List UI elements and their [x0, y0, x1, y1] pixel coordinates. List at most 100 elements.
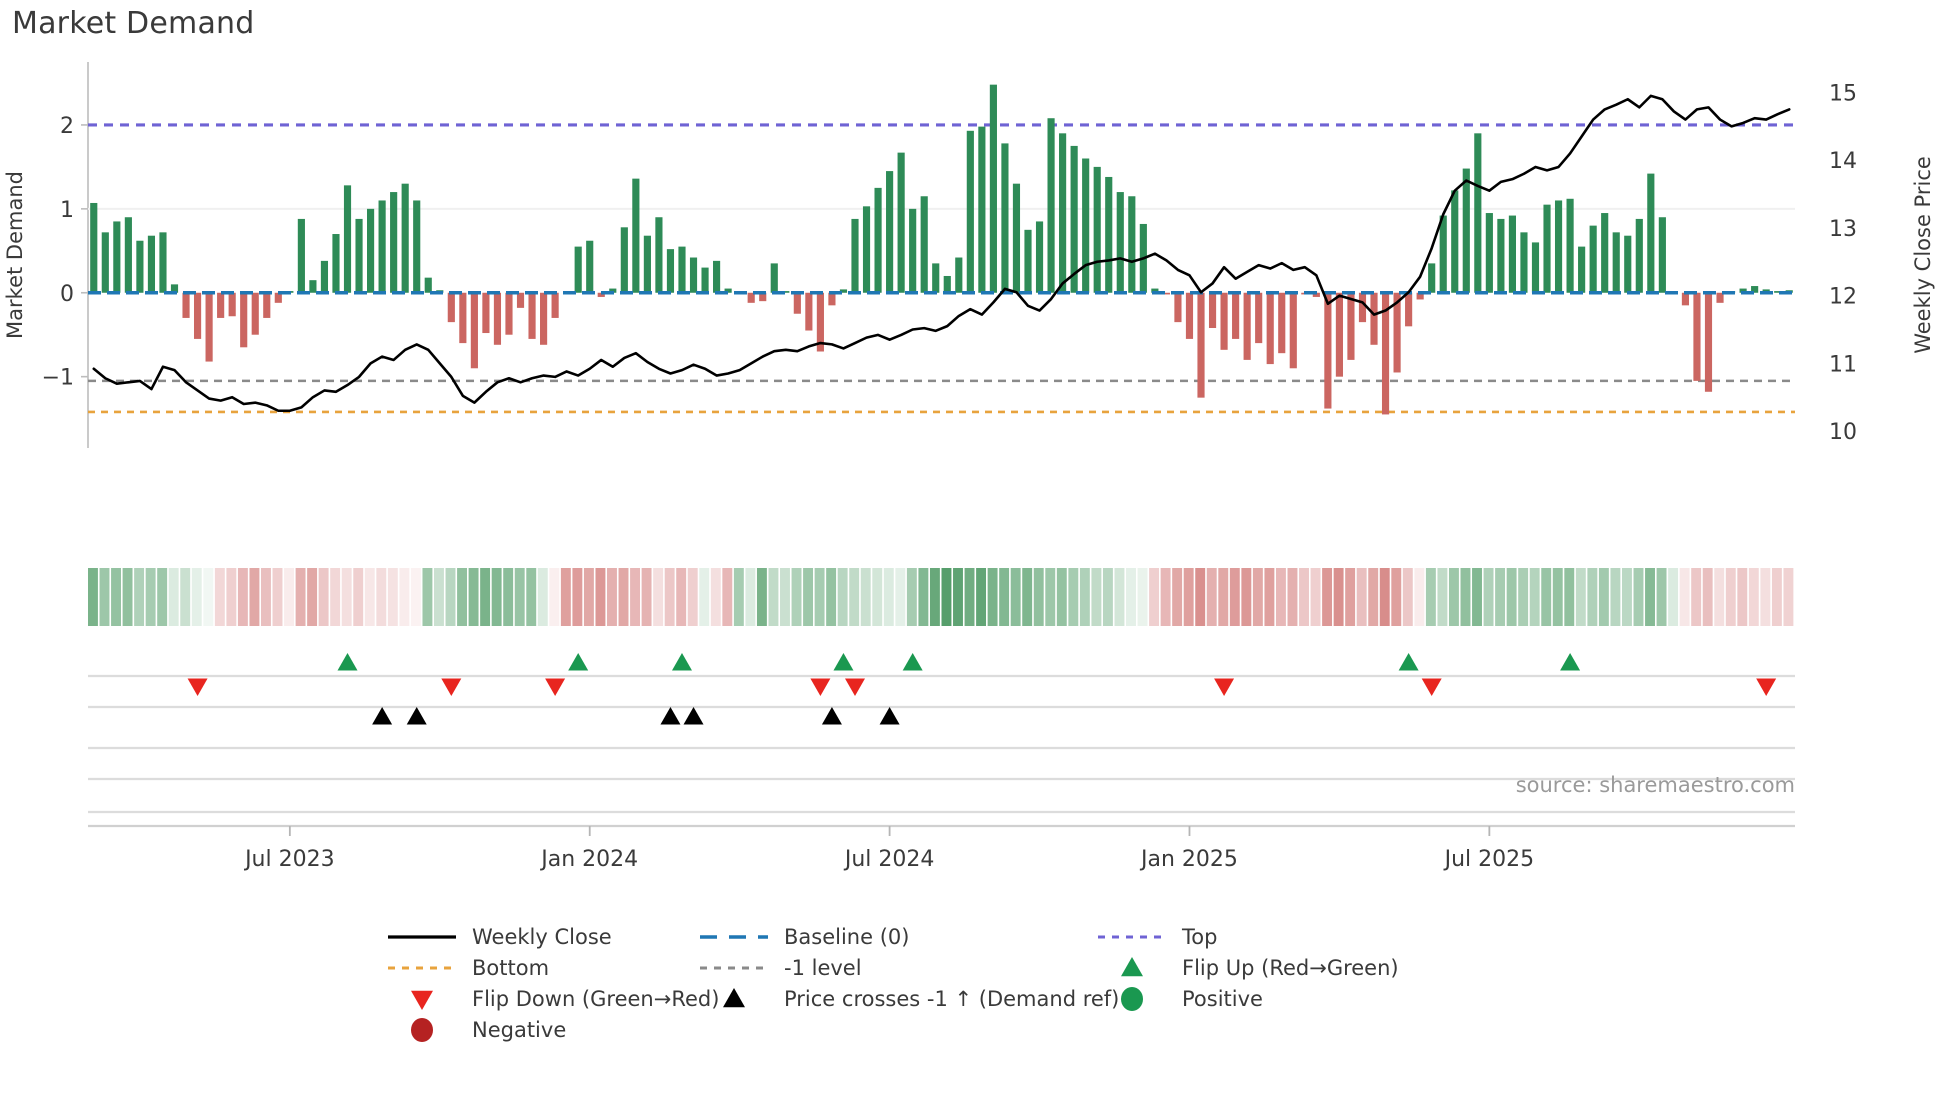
- heatmap-band-cell: [168, 568, 179, 626]
- demand-bar-positive: [1047, 118, 1055, 293]
- demand-bar-negative: [1716, 292, 1724, 303]
- demand-bar-positive: [1739, 288, 1747, 293]
- demand-bar-negative: [1312, 292, 1320, 297]
- demand-bar-positive: [1024, 229, 1032, 293]
- heatmap-band-cell: [1448, 568, 1459, 626]
- demand-bar-negative: [459, 292, 467, 344]
- heatmap-band-cell: [1402, 568, 1413, 626]
- demand-bar-positive: [413, 200, 421, 293]
- demand-bar-positive: [1635, 218, 1643, 293]
- demand-bar-negative: [1197, 292, 1205, 398]
- heatmap-band-cell: [722, 568, 733, 626]
- legend-label: Positive: [1182, 987, 1263, 1011]
- demand-bar-positive: [1578, 246, 1586, 293]
- demand-bar-negative: [597, 292, 605, 297]
- heatmap-band-cell: [791, 568, 802, 626]
- legend-marker-circle: [411, 1018, 433, 1042]
- demand-bar-negative: [1289, 292, 1297, 369]
- legend-marker-triangle-up: [723, 988, 745, 1008]
- demand-bar-negative: [1704, 292, 1713, 392]
- demand-bar-negative: [193, 292, 202, 339]
- heatmap-band-cell: [653, 568, 664, 626]
- heatmap-band-cell: [330, 568, 341, 626]
- heatmap-band-cell: [1748, 568, 1759, 626]
- demand-bar-negative: [1381, 292, 1390, 415]
- demand-bar-negative: [540, 292, 548, 345]
- heatmap-band-cell: [1702, 568, 1713, 626]
- heatmap-band-cell: [1656, 568, 1667, 626]
- demand-bar-negative: [747, 292, 755, 303]
- heatmap-band-cell: [1010, 568, 1021, 626]
- heatmap-band-cell: [964, 568, 975, 626]
- demand-bar-negative: [251, 292, 259, 335]
- x-tick-label: Jul 2025: [1443, 847, 1535, 872]
- demand-bar-positive: [770, 263, 778, 293]
- demand-bar-positive: [701, 267, 709, 293]
- heatmap-band-cell: [1564, 568, 1575, 626]
- price-cross-marker: [821, 707, 842, 725]
- heatmap-band-cell: [1541, 568, 1552, 626]
- flip-down-marker: [545, 678, 566, 696]
- heatmap-band-cell: [1160, 568, 1171, 626]
- y-tick-label: 1: [60, 198, 74, 223]
- demand-bar-positive: [170, 284, 179, 293]
- demand-bar-positive: [1624, 235, 1632, 293]
- heatmap-band-cell: [1091, 568, 1102, 626]
- heatmap-band-cell: [872, 568, 883, 626]
- demand-bar-positive: [1151, 288, 1159, 293]
- demand-bar-positive: [609, 288, 617, 293]
- heatmap-band-cell: [595, 568, 606, 626]
- heatmap-band-cell: [1714, 568, 1725, 626]
- heatmap-band-cell: [399, 568, 410, 626]
- heatmap-band-cell: [1598, 568, 1609, 626]
- heatmap-band-cell: [376, 568, 387, 626]
- heatmap-band-cell: [607, 568, 617, 626]
- demand-bar-positive: [1474, 133, 1482, 293]
- heatmap-band-cell: [630, 568, 641, 626]
- heatmap-band-cell: [710, 568, 721, 626]
- demand-bar-negative: [482, 292, 490, 334]
- price-cross-marker: [660, 707, 681, 725]
- legend-marker-triangle-down: [411, 990, 433, 1010]
- demand-bar-negative: [759, 292, 767, 302]
- heatmap-band-cell: [768, 568, 779, 626]
- demand-bar-negative: [1681, 292, 1690, 306]
- demand-bar-negative: [205, 292, 213, 362]
- demand-bar-negative: [1185, 292, 1194, 339]
- demand-bar-negative: [228, 292, 236, 317]
- price-cross-marker: [879, 707, 900, 725]
- heatmap-band-cell: [203, 568, 214, 626]
- x-tick-label: Jul 2023: [243, 847, 335, 872]
- demand-bar-positive: [713, 260, 721, 293]
- demand-bar-negative: [1358, 292, 1367, 323]
- demand-bar-negative: [516, 292, 525, 308]
- heatmap-band-cell: [1437, 568, 1448, 626]
- heatmap-band-cell: [1241, 568, 1252, 626]
- y2-tick-label: 14: [1829, 149, 1857, 174]
- demand-bar-positive: [1774, 291, 1782, 293]
- heatmap-band-cell: [1414, 568, 1425, 626]
- demand-bar-negative: [240, 292, 248, 348]
- heatmap-band-cell: [895, 568, 906, 626]
- heatmap-band-cell: [514, 568, 525, 626]
- heatmap-band-cell: [307, 568, 318, 626]
- heatmap-band-cell: [1264, 568, 1275, 626]
- heatmap-band-cell: [560, 568, 571, 626]
- heatmap-band-cell: [1633, 568, 1644, 626]
- demand-bar-positive: [147, 235, 156, 293]
- flip-down-marker: [1214, 678, 1235, 696]
- legend-label: Negative: [472, 1018, 566, 1042]
- demand-bar-negative: [493, 292, 502, 345]
- heatmap-band-cell: [503, 568, 514, 626]
- demand-bar-positive: [1059, 133, 1067, 293]
- demand-bar-positive: [1554, 200, 1563, 293]
- heatmap-band-cell: [1668, 568, 1679, 626]
- demand-bar-positive: [159, 232, 167, 293]
- demand-bar-negative: [263, 292, 271, 318]
- heatmap-band-cell: [1068, 568, 1079, 626]
- heatmap-band-cell: [122, 568, 133, 626]
- heatmap-band-cell: [1645, 568, 1655, 626]
- heatmap-band-cell: [1483, 568, 1494, 626]
